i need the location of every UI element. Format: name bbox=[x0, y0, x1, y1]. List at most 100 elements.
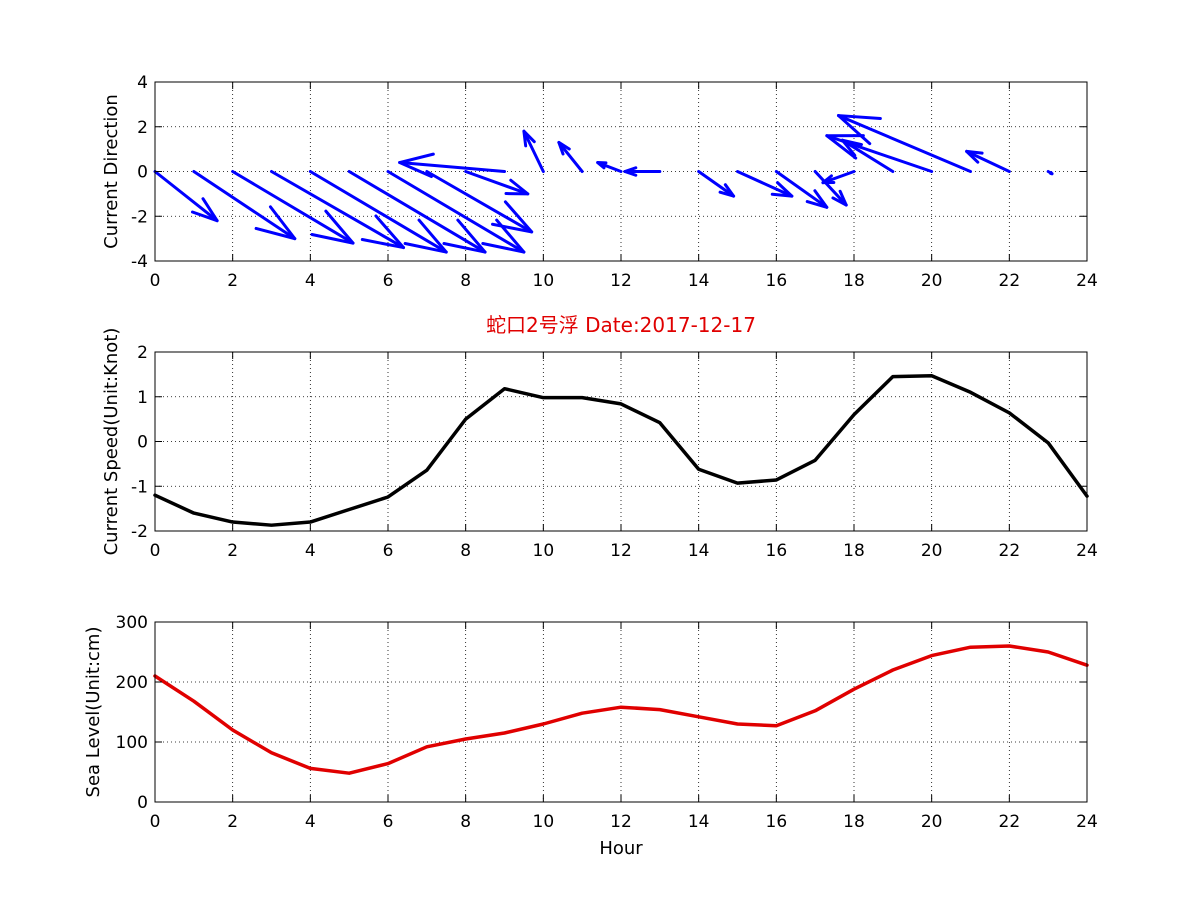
direction-arrow bbox=[522, 129, 545, 173]
speed-xtick-label: 2 bbox=[227, 541, 238, 561]
direction-xtick-label: 12 bbox=[610, 271, 632, 291]
direction-arrow-head bbox=[360, 214, 406, 250]
direction-arrow bbox=[270, 170, 406, 250]
direction-arrow-head bbox=[1049, 171, 1054, 176]
direction-arrow-shaft bbox=[386, 170, 526, 254]
direction-xtick-label: 10 bbox=[533, 271, 555, 291]
direction-arrow-shaft bbox=[697, 170, 736, 198]
sealevel-xtick-label: 6 bbox=[383, 812, 394, 832]
sealevel-xtick-label: 12 bbox=[610, 812, 632, 832]
direction-ytick-label: 4 bbox=[137, 73, 148, 93]
direction-arrows bbox=[153, 114, 1054, 254]
sealevel-xtick-label: 14 bbox=[688, 812, 710, 832]
direction-arrow bbox=[347, 170, 487, 254]
direction-xtick-label: 8 bbox=[460, 271, 471, 291]
direction-arrow-head bbox=[821, 174, 836, 185]
direction-arrow-shaft bbox=[821, 170, 856, 185]
speed-xtick-label: 6 bbox=[383, 541, 394, 561]
direction-arrow-head bbox=[965, 149, 984, 164]
chart-title: 蛇口2号浮 Date:2017-12-17 bbox=[486, 313, 756, 337]
direction-arrow-head bbox=[254, 205, 297, 241]
sealevel-xtick-label: 24 bbox=[1076, 812, 1098, 832]
direction-arrow bbox=[736, 170, 794, 198]
sealevel-ylabel: Sea Level(Unit:cm) bbox=[83, 627, 104, 798]
direction-arrow-shaft bbox=[398, 161, 506, 173]
speed-ylabel: Current Speed(Unit:Knot) bbox=[101, 328, 122, 556]
speed-xtick-label: 16 bbox=[766, 541, 788, 561]
direction-arrow-head bbox=[504, 178, 530, 196]
direction-arrow-shaft bbox=[153, 170, 219, 223]
speed-xtick-label: 20 bbox=[921, 541, 943, 561]
speed-xtick-label: 24 bbox=[1076, 541, 1098, 561]
direction-xtick-label: 14 bbox=[688, 271, 710, 291]
direction-arrow-head bbox=[623, 166, 638, 177]
direction-arrow-head bbox=[310, 209, 355, 245]
sealevel-ytick-label: 200 bbox=[116, 673, 148, 693]
speed-ytick-label: 0 bbox=[137, 433, 148, 453]
speed-xtick-label: 4 bbox=[305, 541, 316, 561]
direction-arrow bbox=[623, 166, 662, 177]
direction-arrow-shaft bbox=[836, 114, 972, 173]
direction-ylabel: Current Direction bbox=[101, 94, 122, 249]
direction-arrow bbox=[153, 170, 219, 223]
direction-arrow-shaft bbox=[231, 170, 355, 245]
direction-arrow-head bbox=[831, 189, 848, 207]
direction-ytick-label: -4 bbox=[131, 252, 148, 272]
speed-xtick-label: 0 bbox=[150, 541, 161, 561]
sealevel-ytick-label: 100 bbox=[116, 733, 148, 753]
sealevel-ytick-label: 300 bbox=[116, 613, 148, 633]
speed-ytick-label: -1 bbox=[131, 477, 148, 497]
plot-speed: 蛇口2号浮 Date:2017-12-17 0 2 4 6 8 10 12 14 16 18 20 2… bbox=[101, 313, 1098, 561]
direction-xtick-label: 2 bbox=[227, 271, 238, 291]
direction-arrow-head bbox=[398, 152, 435, 179]
direction-arrow-head bbox=[442, 218, 487, 254]
direction-arrow bbox=[398, 152, 506, 179]
direction-ytick-label: -2 bbox=[131, 207, 148, 227]
direction-arrow-shaft bbox=[270, 170, 406, 250]
direction-xtick-label: 18 bbox=[843, 271, 865, 291]
direction-arrow-shaft bbox=[774, 170, 829, 209]
direction-xtick-label: 4 bbox=[305, 271, 316, 291]
direction-arrow-head bbox=[557, 140, 571, 156]
direction-arrow bbox=[464, 170, 530, 196]
sealevel-xtick-label: 22 bbox=[999, 812, 1021, 832]
direction-arrow-shaft bbox=[192, 170, 297, 241]
direction-arrow bbox=[596, 161, 623, 173]
direction-arrow-head bbox=[490, 200, 534, 234]
sealevel-xtick-label: 4 bbox=[305, 812, 316, 832]
sealevel-xtick-label: 10 bbox=[533, 812, 555, 832]
direction-xtick-label: 24 bbox=[1076, 271, 1098, 291]
sealevel-xtick-label: 0 bbox=[150, 812, 161, 832]
direction-arrow-shaft bbox=[557, 140, 584, 173]
speed-line bbox=[153, 373, 1089, 527]
speed-xtick-label: 22 bbox=[999, 541, 1021, 561]
direction-arrow bbox=[425, 170, 534, 234]
direction-arrow-shaft bbox=[965, 149, 1011, 173]
direction-arrow-shaft bbox=[308, 170, 448, 254]
direction-arrow-shaft bbox=[825, 134, 934, 173]
direction-arrow bbox=[836, 114, 972, 173]
direction-arrow bbox=[821, 170, 856, 185]
direction-arrow bbox=[813, 170, 848, 207]
sealevel-xtick-label: 2 bbox=[227, 812, 238, 832]
speed-grid bbox=[155, 352, 1087, 531]
speed-xtick-label: 8 bbox=[460, 541, 471, 561]
direction-arrow-shaft bbox=[736, 170, 794, 198]
direction-ytick-label: 0 bbox=[137, 163, 148, 183]
direction-arrow-shaft bbox=[813, 170, 848, 207]
direction-xtick-label: 16 bbox=[766, 271, 788, 291]
direction-ytick-label: 2 bbox=[137, 118, 148, 138]
sealevel-xtick-label: 18 bbox=[843, 812, 865, 832]
sealevel-xtick-label: 16 bbox=[766, 812, 788, 832]
speed-xtick-label: 10 bbox=[533, 541, 555, 561]
direction-arrow-shaft bbox=[464, 170, 530, 196]
direction-arrow bbox=[192, 170, 297, 241]
direction-arrow-head bbox=[403, 218, 448, 254]
direction-arrow-head bbox=[596, 161, 608, 170]
sealevel-ytick-label: 0 bbox=[137, 793, 148, 813]
speed-series bbox=[153, 373, 1089, 527]
